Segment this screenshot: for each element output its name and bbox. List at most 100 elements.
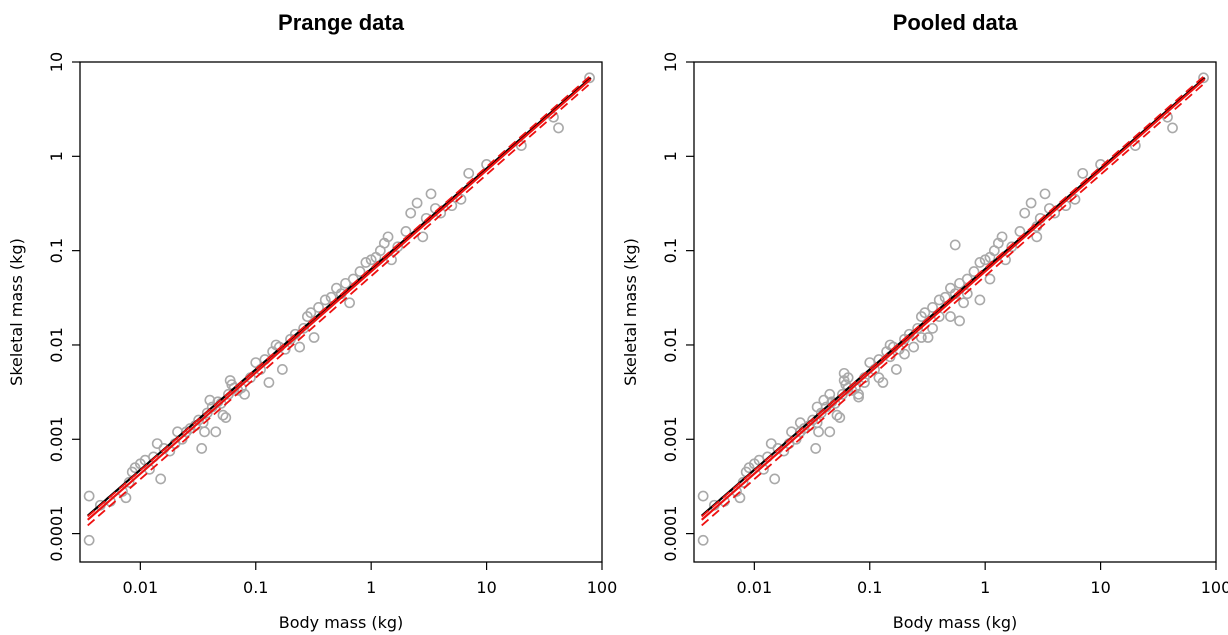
confidence-line bbox=[701, 82, 1206, 527]
scatter-point bbox=[974, 257, 986, 268]
plot-frame bbox=[693, 61, 1217, 563]
scatter-point bbox=[984, 273, 996, 285]
scatter-point bbox=[83, 534, 95, 546]
scatter-point bbox=[927, 302, 938, 313]
scatter-point bbox=[853, 391, 864, 403]
scatter-point bbox=[425, 188, 437, 200]
y-tick-label: 1 bbox=[661, 151, 680, 161]
y-tick-label: 0.1 bbox=[661, 238, 680, 263]
scatter-point bbox=[417, 231, 429, 243]
scatter-point bbox=[813, 426, 824, 438]
x-tick-label: 100 bbox=[587, 578, 618, 597]
confidence-line bbox=[87, 82, 592, 527]
scatter-point bbox=[949, 239, 961, 251]
x-tick-label: 1 bbox=[980, 578, 990, 597]
scatter-point bbox=[1167, 122, 1178, 134]
scatter-point bbox=[199, 426, 210, 438]
scatter-point bbox=[961, 288, 973, 300]
scatter-point bbox=[769, 473, 781, 485]
fit-line-red bbox=[701, 78, 1206, 521]
scatter-point bbox=[831, 409, 843, 421]
scatter-point bbox=[305, 307, 317, 319]
y-tick-label: 10 bbox=[47, 52, 66, 72]
scatter-point bbox=[196, 443, 208, 454]
scatter-point bbox=[1006, 241, 1018, 253]
scatter-point bbox=[308, 332, 320, 343]
scatter-point bbox=[294, 341, 306, 353]
scatter-point bbox=[313, 302, 324, 313]
scatter-point bbox=[837, 388, 848, 400]
scatter-point bbox=[455, 193, 467, 205]
x-tick-label: 0.01 bbox=[123, 578, 159, 597]
scatter-point bbox=[908, 341, 920, 353]
y-tick-label: 1 bbox=[47, 151, 66, 161]
x-tick-label: 10 bbox=[476, 578, 496, 597]
scatter-point bbox=[794, 417, 806, 429]
y-tick-label: 0.0001 bbox=[661, 506, 680, 562]
scatter-point bbox=[1077, 167, 1089, 179]
scatter-point bbox=[974, 294, 986, 306]
scatter-point bbox=[1019, 207, 1031, 219]
scatter-point bbox=[120, 492, 132, 504]
scatter-point bbox=[927, 322, 938, 334]
scatter-point bbox=[734, 492, 746, 504]
scatter-point bbox=[405, 207, 417, 219]
scatter-point bbox=[933, 294, 945, 306]
scatter-point bbox=[276, 364, 288, 375]
scatter-point bbox=[584, 72, 595, 84]
x-axis-label: Body mass (kg) bbox=[279, 613, 404, 632]
y-tick-label: 0.001 bbox=[661, 416, 680, 462]
x-tick-label: 1 bbox=[366, 578, 376, 597]
scatter-point bbox=[968, 266, 980, 277]
scatter-point bbox=[922, 332, 934, 343]
scatter-point bbox=[1198, 72, 1209, 84]
scatter-point bbox=[697, 534, 709, 546]
scatter-point bbox=[842, 372, 854, 384]
scatter-point bbox=[873, 372, 885, 384]
x-tick-label: 0.1 bbox=[243, 578, 268, 597]
y-tick-label: 0.0001 bbox=[47, 506, 66, 562]
scatter-point bbox=[239, 388, 250, 400]
scatter-point bbox=[220, 412, 232, 423]
scatter-point bbox=[204, 394, 216, 406]
scatter-point bbox=[1025, 197, 1037, 209]
x-tick-label: 0.1 bbox=[857, 578, 882, 597]
scatter-point bbox=[344, 297, 355, 309]
scatter-point bbox=[1031, 231, 1043, 243]
scatter-point bbox=[184, 423, 196, 434]
x-tick-label: 100 bbox=[1201, 578, 1228, 597]
x-tick-label: 10 bbox=[1090, 578, 1110, 597]
scatter-point bbox=[697, 490, 709, 502]
scatter-point bbox=[811, 401, 823, 413]
chart-panel-1: Prange data 0.01 0.1 1 10 100 0.0001 0.001 0.01 0… bbox=[7, 10, 617, 632]
scatter-point bbox=[386, 254, 397, 266]
scatter-point bbox=[1000, 254, 1011, 266]
scatter-point bbox=[899, 348, 910, 360]
chart-title: Pooled data bbox=[893, 10, 1018, 35]
scatter-point bbox=[223, 388, 234, 400]
scatter-point bbox=[463, 167, 475, 179]
scatter-point bbox=[210, 426, 222, 438]
scatter-point bbox=[1069, 193, 1081, 205]
scatter-point bbox=[217, 409, 229, 421]
scatter-point bbox=[818, 394, 830, 406]
scatter-point bbox=[411, 197, 423, 209]
scatter-point bbox=[155, 473, 167, 485]
scatter-point bbox=[824, 426, 836, 438]
scatter-point bbox=[83, 490, 95, 502]
scatter-point bbox=[360, 257, 372, 268]
scatter-point bbox=[1039, 188, 1051, 200]
scatter-point bbox=[824, 388, 836, 400]
scatter-point bbox=[834, 412, 846, 423]
scatter-point bbox=[919, 307, 931, 319]
scatter-point bbox=[958, 297, 969, 309]
fit-line-black bbox=[701, 76, 1206, 517]
y-axis-label: Skeletal mass (kg) bbox=[7, 238, 26, 386]
y-tick-label: 0.1 bbox=[47, 238, 66, 263]
scatter-point bbox=[354, 266, 366, 277]
scatter-point bbox=[392, 241, 404, 253]
chart-title: Prange data bbox=[278, 10, 405, 35]
y-tick-label: 0.001 bbox=[47, 416, 66, 462]
